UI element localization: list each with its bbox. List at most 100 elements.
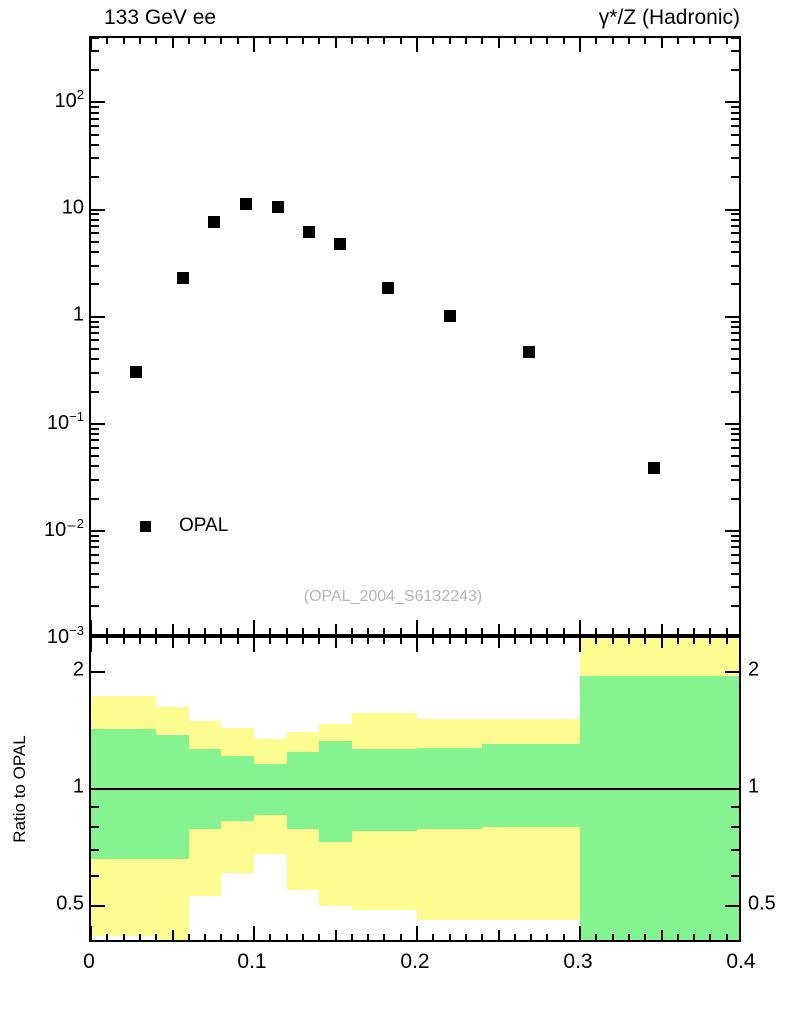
x-tick-label: 0.4 [726,950,756,973]
main-plot-panel [89,36,741,636]
main-x-tick-bottom [155,628,158,634]
data-marker [177,271,190,284]
main-x-tick-top [644,38,647,44]
main-x-tick-top [595,38,598,44]
legend-label-opal: OPAL [179,515,229,536]
main-y-tick-right [731,133,739,136]
ratio-inner-band [319,741,352,843]
main-y-tick-right [725,101,739,104]
ratio-x-tick-top [399,638,402,644]
data-marker [381,282,394,295]
ratio-x-tick-bottom [644,934,647,940]
header-process: γ*/Z (Hadronic) [598,6,740,29]
main-y-tick-right [731,111,739,114]
main-y-tick [91,562,99,565]
main-y-tick [91,144,99,147]
main-x-tick-top [204,38,207,44]
ratio-y-tick-label: 1 [72,775,84,798]
main-x-tick-top [318,38,321,44]
main-x-tick-top [464,38,467,44]
ratio-axis-title: Ratio to OPAL [10,735,29,843]
ratio-x-tick-bottom [709,934,712,940]
ratio-inner-band [286,751,320,830]
ratio-x-tick-top [660,638,663,648]
ratio-x-tick-bottom [318,934,321,940]
ratio-inner-band [482,743,580,827]
ratio-y-tick-label: 0.5 [748,892,776,915]
ratio-x-tick-bottom [579,926,581,940]
x-tick-label: 0.2 [400,950,430,973]
ratio-x-tick-top [530,638,533,644]
main-x-tick-top [432,38,435,44]
main-x-tick-bottom [676,628,679,634]
ratio-x-tick-top [448,638,451,644]
ratio-x-tick-top [513,638,516,644]
ratio-x-tick-top [416,638,418,652]
data-marker [129,365,142,378]
main-x-tick-bottom [383,628,386,634]
main-x-tick-top [497,38,500,48]
main-y-tick [91,111,99,114]
data-marker [208,215,221,228]
main-y-tick-right [731,465,739,468]
ratio-x-tick-bottom [91,926,92,940]
ratio-x-tick-top [106,638,109,644]
ratio-x-tick-bottom [253,926,255,940]
ratio-x-tick-bottom [204,934,207,940]
ratio-y-tick-label: 1 [748,775,760,798]
main-x-tick-bottom [106,628,109,634]
main-y-tick-right [731,497,739,500]
ratio-y-tick [91,874,99,877]
main-x-tick-bottom [318,628,321,634]
ratio-x-tick-top [301,638,304,644]
ratio-x-tick-top [187,638,190,644]
main-x-tick-bottom [693,628,696,634]
ratio-x-tick-bottom [693,934,696,940]
ratio-x-tick-top [562,638,565,644]
ratio-x-tick-top [367,638,370,644]
main-x-tick-bottom [579,620,581,634]
main-x-tick-top [334,38,337,48]
main-y-tick-right [731,604,739,607]
main-x-tick-top [236,38,239,44]
main-y-tick-right [731,562,739,565]
ratio-x-tick-bottom [725,934,728,940]
main-x-tick-bottom [269,628,272,634]
main-y-tick-right [731,176,739,179]
main-y-tick [91,101,105,104]
main-y-tick [91,390,99,393]
data-marker [240,197,253,210]
main-y-tick-right [725,529,739,532]
main-x-tick-top [301,38,304,44]
ratio-y-tick-right [725,905,739,908]
ratio-x-tick-top [546,638,549,644]
data-marker [648,461,661,474]
main-y-tick [91,540,99,543]
ratio-x-tick-bottom [334,930,337,940]
main-x-tick-top [187,38,190,44]
main-y-tick-right [731,546,739,549]
main-x-tick-top [122,38,125,44]
ratio-x-tick-top [432,638,435,644]
ratio-x-tick-top [334,638,337,648]
header-beam-energy: 133 GeV ee [104,6,217,29]
main-y-tick [91,69,99,72]
ratio-x-tick-top [91,638,92,652]
ratio-y-tick-right [725,671,739,674]
main-x-tick-top [285,38,288,44]
main-y-tick [91,118,99,121]
main-y-tick-right [731,213,739,216]
main-y-tick [91,326,99,329]
main-y-tick-right [731,251,739,254]
ratio-x-tick-top [595,638,598,644]
ratio-y-tick-right [731,806,739,809]
main-y-tick-right [731,455,739,458]
main-x-tick-top [693,38,696,44]
main-y-tick [91,546,99,549]
main-y-tick-right [731,339,739,342]
main-x-tick-top [350,38,353,44]
main-x-tick-top [220,38,223,44]
main-y-tick [91,427,99,430]
main-x-tick-top [660,38,663,48]
main-y-tick-right [731,106,739,109]
